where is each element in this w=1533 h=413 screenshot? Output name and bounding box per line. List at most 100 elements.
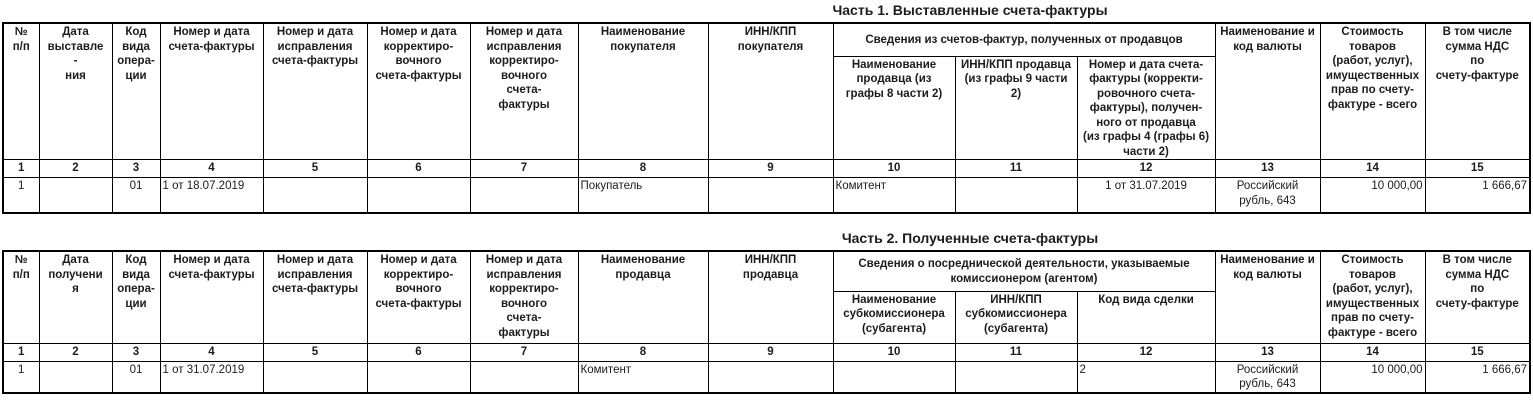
p2-cell-invoice-number-date: 1 от 31.07.2019 <box>159 360 264 393</box>
p1-cell-invoice-number-date: 1 от 18.07.2019 <box>159 177 264 213</box>
p2-col-header-12: Код вида сделки <box>1076 290 1216 344</box>
part2-title: Часть 2. Полученные счета-фактуры <box>841 230 1099 246</box>
p1-graph-number-4: 4 <box>159 159 264 178</box>
p1-cell-vat-amount: 1 666,67 <box>1424 177 1531 213</box>
p1-col-header-8: Наименование покупателя <box>577 22 709 160</box>
p1-cell-currency: Российский рубль, 643 <box>1214 177 1321 213</box>
p2-graph-number-8: 8 <box>577 342 709 362</box>
p1-cell-operation-code: 01 <box>111 177 161 213</box>
p2-col-header-11: ИНН/КПП субкомиссионера (субагента) <box>954 290 1078 344</box>
p2-group-header-10-12: Сведения о посреднической деятельности, … <box>832 250 1216 292</box>
p1-cell-adjustment-correction <box>469 177 579 213</box>
p2-col-header-7: Номер и дата исправления корректиро- воч… <box>469 250 579 344</box>
part1-graph-number-row: 1 2 3 4 5 6 7 8 9 10 11 12 13 14 15 <box>2 159 1531 178</box>
p1-col-header-4: Номер и дата счета-фактуры <box>159 22 264 160</box>
part2-header-row-2: Наименование субкомиссионера (субагента)… <box>3 290 1530 344</box>
p1-cell-seller-invoice: 1 от 31.07.2019 <box>1076 177 1216 213</box>
p1-col-header-6: Номер и дата корректиро- вочного счета-ф… <box>366 22 471 160</box>
p2-graph-number-3: 3 <box>111 342 161 362</box>
p2-cell-correction <box>262 360 368 393</box>
p1-graph-number-9: 9 <box>707 159 834 178</box>
p2-col-header-1: № п/п <box>2 250 40 344</box>
p2-col-header-10: Наименование субкомиссионера (субагента) <box>832 290 956 344</box>
p1-graph-number-14: 14 <box>1319 159 1426 178</box>
p2-graph-number-9: 9 <box>707 342 834 362</box>
part1-header-row-2: Наименование продавца (из графы 8 части … <box>3 55 1530 160</box>
p2-col-header-3: Код вида опера- ции <box>111 250 161 344</box>
p1-cell-issue-date <box>38 177 113 213</box>
p2-col-header-2: Дата получени я <box>38 250 113 344</box>
p1-cell-total-amount: 10 000,00 <box>1319 177 1426 213</box>
p1-graph-number-15: 15 <box>1424 159 1531 178</box>
p2-graph-number-13: 13 <box>1214 342 1321 362</box>
p1-graph-number-3: 3 <box>111 159 161 178</box>
p2-cell-adjustment <box>366 360 471 393</box>
p1-col-header-2: Дата выставле - ния <box>38 22 113 160</box>
p2-cell-adjustment-correction <box>469 360 579 393</box>
p2-graph-number-15: 15 <box>1424 342 1531 362</box>
p2-col-header-14: Стоимость товаров (работ, услуг), имущес… <box>1319 250 1426 344</box>
p2-cell-vat-amount: 1 666,67 <box>1424 360 1531 393</box>
p1-graph-number-12: 12 <box>1076 159 1216 178</box>
part1-title: Часть 1. Выставленные счета-фактуры <box>832 2 1108 18</box>
p2-graph-number-11: 11 <box>954 342 1078 362</box>
p2-col-header-5: Номер и дата исправления счета-фактуры <box>262 250 368 344</box>
p2-col-header-6: Номер и дата корректиро- вочного счета-ф… <box>366 250 471 344</box>
p2-col-header-15: В том числе сумма НДС по счету-фактуре <box>1424 250 1531 344</box>
part2-data-row: 1 01 1 от 31.07.2019 Комитент 2 Российск… <box>2 360 1531 393</box>
p2-col-header-13: Наименование и код валюты <box>1214 250 1321 344</box>
p1-col-header-10: Наименование продавца (из графы 8 части … <box>832 55 956 160</box>
part1-table: № п/п Дата выставле - ния Код вида опера… <box>2 22 1532 214</box>
p2-cell-seller-name: Комитент <box>577 360 709 393</box>
p1-graph-number-2: 2 <box>38 159 113 178</box>
p1-col-header-1: № п/п <box>2 22 40 160</box>
p2-graph-number-5: 5 <box>262 342 368 362</box>
p2-graph-number-4: 4 <box>159 342 264 362</box>
p2-graph-number-1: 1 <box>2 342 40 362</box>
p1-graph-number-13: 13 <box>1214 159 1321 178</box>
p2-cell-seller-inn-kpp <box>707 360 834 393</box>
part2-graph-number-row: 1 2 3 4 5 6 7 8 9 10 11 12 13 14 15 <box>2 342 1531 362</box>
p2-cell-deal-type-code: 2 <box>1076 360 1216 393</box>
p2-col-header-9: ИНН/КПП продавца <box>707 250 834 344</box>
p1-cell-adjustment <box>366 177 471 213</box>
p1-cell-correction <box>262 177 368 213</box>
p1-col-header-9: ИНН/КПП покупателя <box>707 22 834 160</box>
p2-cell-receive-date <box>38 360 113 393</box>
p1-col-header-14: Стоимость товаров (работ, услуг), имущес… <box>1319 22 1426 160</box>
p1-col-header-12: Номер и дата счета- фактуры (корректи- р… <box>1076 55 1216 160</box>
p1-col-header-13: Наименование и код валюты <box>1214 22 1321 160</box>
part1-data-row: 1 01 1 от 18.07.2019 Покупатель Комитент… <box>2 177 1531 213</box>
p1-col-header-11: ИНН/КПП продавца (из графы 9 части 2) <box>954 55 1078 160</box>
p1-cell-buyer-name: Покупатель <box>577 177 709 213</box>
p1-graph-number-10: 10 <box>832 159 956 178</box>
part2-table: № п/п Дата получени я Код вида опера- ци… <box>2 250 1532 394</box>
p1-cell-buyer-inn-kpp <box>707 177 834 213</box>
p2-cell-operation-code: 01 <box>111 360 161 393</box>
p1-col-header-15: В том числе сумма НДС по счету-фактуре <box>1424 22 1531 160</box>
p2-graph-number-14: 14 <box>1319 342 1426 362</box>
p2-graph-number-6: 6 <box>366 342 471 362</box>
p1-col-header-3: Код вида опера- ции <box>111 22 161 160</box>
p1-graph-number-6: 6 <box>366 159 471 178</box>
p2-cell-subagent-inn-kpp <box>954 360 1078 393</box>
p1-graph-number-5: 5 <box>262 159 368 178</box>
p2-cell-subagent-name <box>832 360 956 393</box>
p2-graph-number-7: 7 <box>469 342 579 362</box>
p1-graph-number-1: 1 <box>2 159 40 178</box>
p2-graph-number-12: 12 <box>1076 342 1216 362</box>
p2-col-header-4: Номер и дата счета-фактуры <box>159 250 264 344</box>
p2-cell-rownum: 1 <box>2 360 40 393</box>
part2-header-row-1: № п/п Дата получени я Код вида опера- ци… <box>2 250 1531 344</box>
p1-cell-rownum: 1 <box>2 177 40 213</box>
p2-graph-number-10: 10 <box>832 342 956 362</box>
p1-graph-number-7: 7 <box>469 159 579 178</box>
p1-group-header-10-12: Сведения из счетов-фактур, полученных от… <box>832 22 1216 57</box>
p2-cell-total-amount: 10 000,00 <box>1319 360 1426 393</box>
p2-graph-number-2: 2 <box>38 342 113 362</box>
p1-col-header-7: Номер и дата исправления корректиро- воч… <box>469 22 579 160</box>
p2-cell-currency: Российский рубль, 643 <box>1214 360 1321 393</box>
p1-graph-number-8: 8 <box>577 159 709 178</box>
p1-cell-seller-inn-kpp <box>954 177 1078 213</box>
